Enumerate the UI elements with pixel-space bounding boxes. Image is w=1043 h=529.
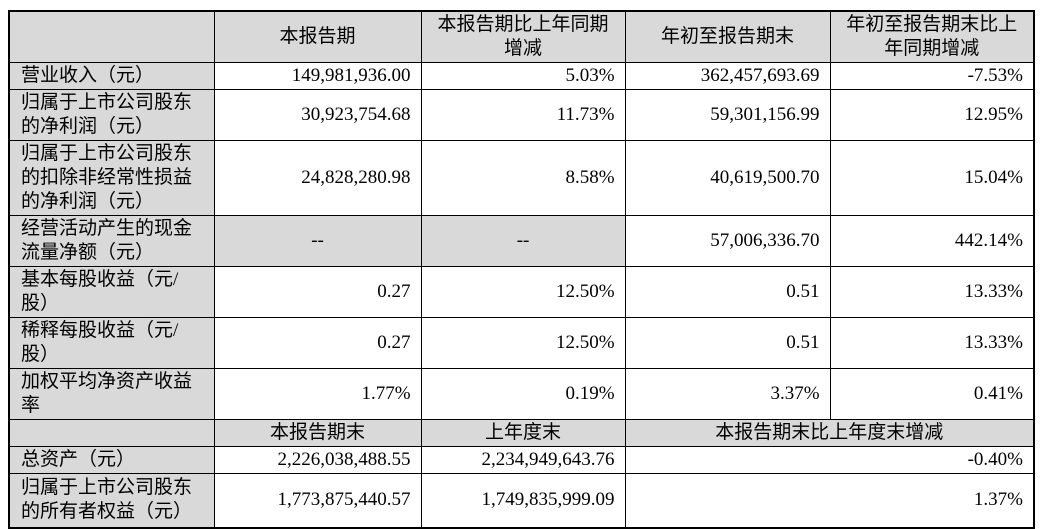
metric-current-yoy: 11.73% [420, 89, 626, 141]
metric-label: 归属于上市公司股东 的净利润（元） [8, 89, 215, 141]
table-row-net-profit-excl-nonrecurring: 归属于上市公司股东 的扣除非经常性损益 的净利润（元） 24,828,280.9… [8, 140, 1035, 216]
metric-current-yoy: 12.50% [420, 266, 626, 318]
metric-label: 基本每股收益（元/ 股） [8, 266, 215, 318]
metric-current: -- [213, 215, 422, 267]
header-ytd-yoy: 年初至报告期末比上 年同期增减 [829, 10, 1035, 63]
table-row-owners-equity: 归属于上市公司股东 的所有者权益（元） 1,773,875,440.57 1,7… [8, 473, 1035, 528]
header-current-period-yoy: 本报告期比上年同期 增减 [420, 10, 626, 63]
metric-ytd-yoy: 13.33% [829, 317, 1035, 369]
metric-label: 归属于上市公司股东 的扣除非经常性损益 的净利润（元） [8, 140, 215, 216]
metric-label: 稀释每股收益（元/ 股） [8, 317, 215, 369]
metric-ytd: 0.51 [624, 266, 831, 318]
header-ytd: 年初至报告期末 [624, 10, 831, 63]
metric-change: 1.37% [624, 473, 1035, 528]
header-period-end-change: 本报告期末比上年度末增减 [624, 419, 1035, 447]
metric-ytd: 40,619,500.70 [624, 140, 831, 216]
metric-label: 营业收入（元） [8, 62, 215, 90]
metric-change: -0.40% [624, 446, 1035, 474]
metric-ytd: 362,457,693.69 [624, 62, 831, 90]
table-row-operating-cash-flow: 经营活动产生的现金 流量净额（元） -- -- 57,006,336.70 44… [8, 215, 1035, 267]
metric-ytd-yoy: 442.14% [829, 215, 1035, 267]
metric-current-yoy: 8.58% [420, 140, 626, 216]
metric-current: 0.27 [213, 317, 422, 369]
metric-current: 30,923,754.68 [213, 89, 422, 141]
metric-label: 归属于上市公司股东 的所有者权益（元） [8, 473, 215, 528]
metric-current: 0.27 [213, 266, 422, 318]
header-prior-year-end: 上年度末 [420, 419, 626, 447]
metric-current-yoy: 5.03% [420, 62, 626, 90]
metric-ytd-yoy: 13.33% [829, 266, 1035, 318]
header-row-period-end: 本报告期末 上年度末 本报告期末比上年度末增减 [8, 419, 1035, 447]
header-empty-cell [8, 419, 215, 447]
header-empty-cell [8, 10, 215, 63]
metric-ytd: 59,301,156.99 [624, 89, 831, 141]
table-row-total-assets: 总资产（元） 2,226,038,488.55 2,234,949,643.76… [8, 446, 1035, 474]
metric-label: 经营活动产生的现金 流量净额（元） [8, 215, 215, 267]
metric-label: 加权平均净资产收益 率 [8, 368, 215, 420]
metric-prior-year-end: 1,749,835,999.09 [420, 473, 626, 528]
metric-current-yoy: 12.50% [420, 317, 626, 369]
table-row-operating-revenue: 营业收入（元） 149,981,936.00 5.03% 362,457,693… [8, 62, 1035, 90]
metric-ytd-yoy: 15.04% [829, 140, 1035, 216]
metric-current: 24,828,280.98 [213, 140, 422, 216]
metric-current: 149,981,936.00 [213, 62, 422, 90]
metric-ytd: 0.51 [624, 317, 831, 369]
metric-period-end: 1,773,875,440.57 [213, 473, 422, 528]
table-row-diluted-eps: 稀释每股收益（元/ 股） 0.27 12.50% 0.51 13.33% [8, 317, 1035, 369]
header-current-period: 本报告期 [213, 10, 422, 63]
header-period-end: 本报告期末 [213, 419, 422, 447]
metric-label: 总资产（元） [8, 446, 215, 474]
key-financials-table: 本报告期 本报告期比上年同期 增减 年初至报告期末 年初至报告期末比上 年同期增… [8, 10, 1035, 529]
metric-period-end: 2,226,038,488.55 [213, 446, 422, 474]
metric-ytd-yoy: 12.95% [829, 89, 1035, 141]
metric-current: 1.77% [213, 368, 422, 420]
metric-current-yoy: 0.19% [420, 368, 626, 420]
metric-ytd-yoy: 0.41% [829, 368, 1035, 420]
header-row-period: 本报告期 本报告期比上年同期 增减 年初至报告期末 年初至报告期末比上 年同期增… [8, 10, 1035, 63]
metric-ytd: 3.37% [624, 368, 831, 420]
table-row-weighted-avg-roe: 加权平均净资产收益 率 1.77% 0.19% 3.37% 0.41% [8, 368, 1035, 420]
table-row-net-profit: 归属于上市公司股东 的净利润（元） 30,923,754.68 11.73% 5… [8, 89, 1035, 141]
metric-ytd: 57,006,336.70 [624, 215, 831, 267]
metric-current-yoy: -- [420, 215, 626, 267]
metric-ytd-yoy: -7.53% [829, 62, 1035, 90]
table-row-basic-eps: 基本每股收益（元/ 股） 0.27 12.50% 0.51 13.33% [8, 266, 1035, 318]
metric-prior-year-end: 2,234,949,643.76 [420, 446, 626, 474]
